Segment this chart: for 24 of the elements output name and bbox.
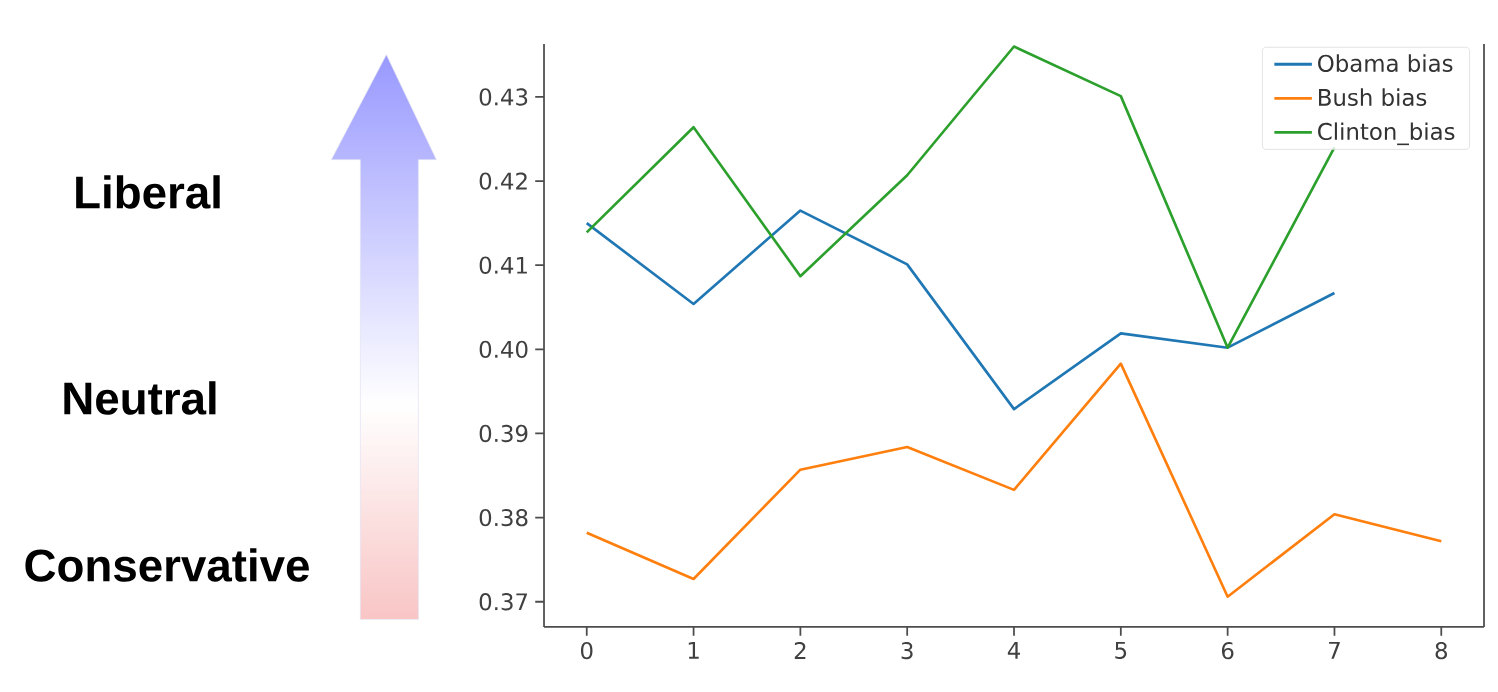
y-tick-label: 0.37: [479, 593, 528, 611]
x-tick-label: 1: [688, 641, 699, 659]
line-series: [585, 209, 1336, 411]
text: Conservative: [25, 548, 309, 582]
y-tick-label: 0.40: [479, 340, 528, 359]
x-tick-label: 5: [1115, 641, 1127, 659]
legend-label: Bush bias: [1319, 88, 1427, 107]
text: Liberal: [76, 175, 220, 209]
x-tick-label: 6: [1221, 641, 1234, 660]
legend-label: Obama bias: [1318, 54, 1453, 72]
x-tick-label: 2: [794, 641, 806, 659]
y-tick-label: 0.43: [479, 88, 528, 106]
legend-label: Clinton_bias: [1318, 122, 1455, 146]
y-tick-label: 0.41: [479, 256, 527, 274]
y-tick-label: 0.42: [479, 172, 527, 190]
text: Neutral: [64, 381, 216, 415]
x-tick-label: 7: [1329, 641, 1340, 659]
line-series: [585, 362, 1443, 599]
x-tick-label: 4: [1007, 641, 1020, 659]
x-tick-label: 8: [1435, 641, 1447, 660]
x-tick-label: 0: [580, 641, 593, 660]
y-tick-label: 0.39: [479, 424, 528, 443]
x-tick-label: 3: [901, 641, 913, 660]
y-tick-label: 0.38: [479, 508, 528, 527]
